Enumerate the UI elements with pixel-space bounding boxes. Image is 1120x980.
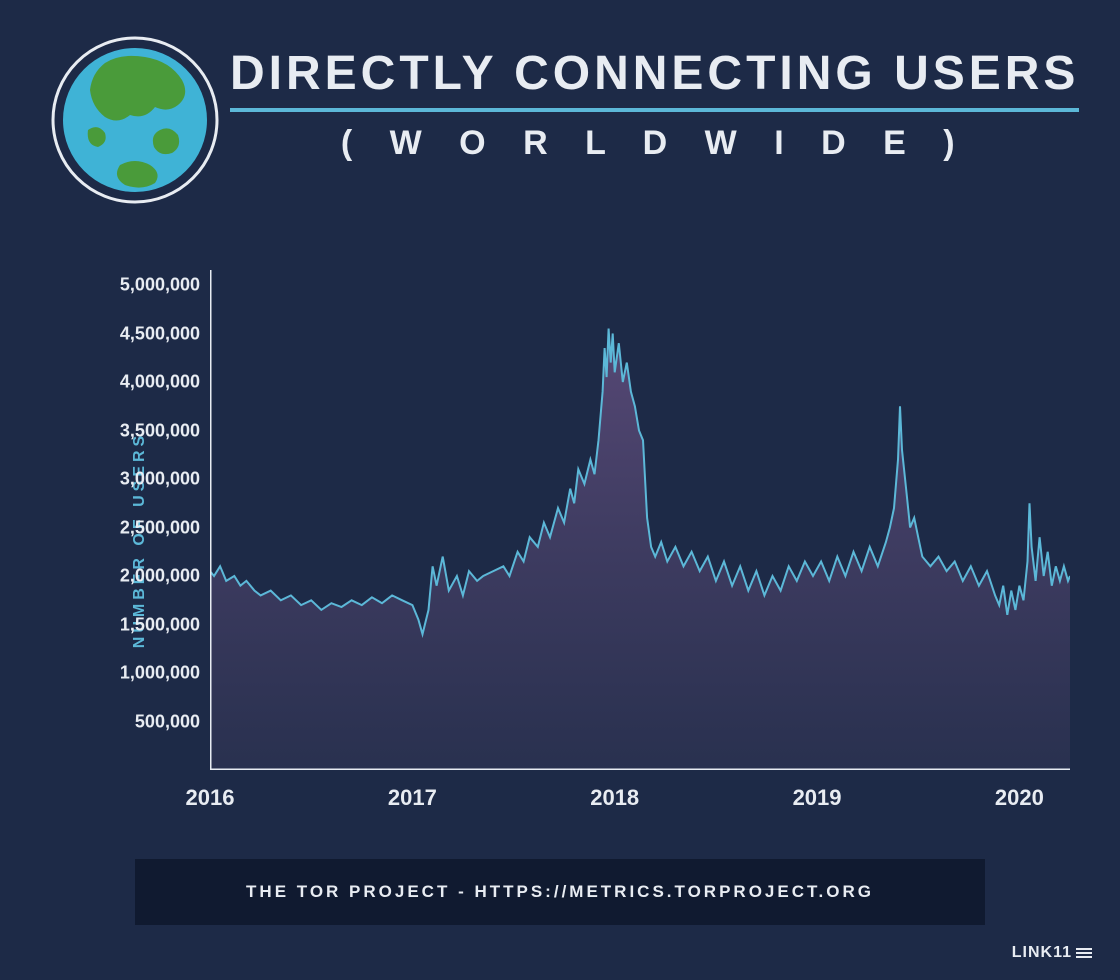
brand-bars-icon xyxy=(1076,948,1092,958)
plot-area xyxy=(210,260,1070,770)
chart: NUMBER OF USERS 500,0001,000,0001,500,00… xyxy=(70,260,1080,820)
y-tick-label: 3,000,000 xyxy=(90,469,200,490)
page-title: DIRECTLY CONNECTING USERS xyxy=(230,50,1079,98)
x-tick-label: 2020 xyxy=(995,785,1044,811)
y-tick-label: 2,000,000 xyxy=(90,566,200,587)
y-tick-label: 3,500,000 xyxy=(90,420,200,441)
title-block: DIRECTLY CONNECTING USERS ( W O R L D W … xyxy=(220,35,1079,163)
globe-icon xyxy=(50,35,220,205)
header: DIRECTLY CONNECTING USERS ( W O R L D W … xyxy=(0,0,1120,215)
y-tick-label: 4,000,000 xyxy=(90,372,200,393)
y-tick-label: 1,500,000 xyxy=(90,614,200,635)
x-tick-label: 2018 xyxy=(590,785,639,811)
x-tick-label: 2017 xyxy=(388,785,437,811)
y-tick-label: 1,000,000 xyxy=(90,663,200,684)
y-tick-label: 4,500,000 xyxy=(90,323,200,344)
y-tick-label: 500,000 xyxy=(90,711,200,732)
area-fill xyxy=(210,329,1070,770)
footer-band: THE TOR PROJECT - HTTPS://METRICS.TORPRO… xyxy=(135,859,985,925)
y-axis-labels: 500,000 1,000,000 1,500,000 2,000,000 2,500,… xyxy=(90,260,200,740)
footer-text: THE TOR PROJECT - HTTPS://METRICS.TORPRO… xyxy=(246,882,874,902)
y-tick-label: 2,500,000 xyxy=(90,517,200,538)
x-tick-label: 2016 xyxy=(186,785,235,811)
page-subtitle: ( W O R L D W I D E ) xyxy=(230,124,1079,163)
brand-logo: LINK11 xyxy=(1012,944,1092,962)
brand-text: LINK11 xyxy=(1012,944,1072,962)
y-tick-label: 5,000,000 xyxy=(90,275,200,296)
title-rule xyxy=(230,108,1079,112)
x-axis-labels: 20162017201820192020 xyxy=(210,785,1070,815)
x-tick-label: 2019 xyxy=(793,785,842,811)
